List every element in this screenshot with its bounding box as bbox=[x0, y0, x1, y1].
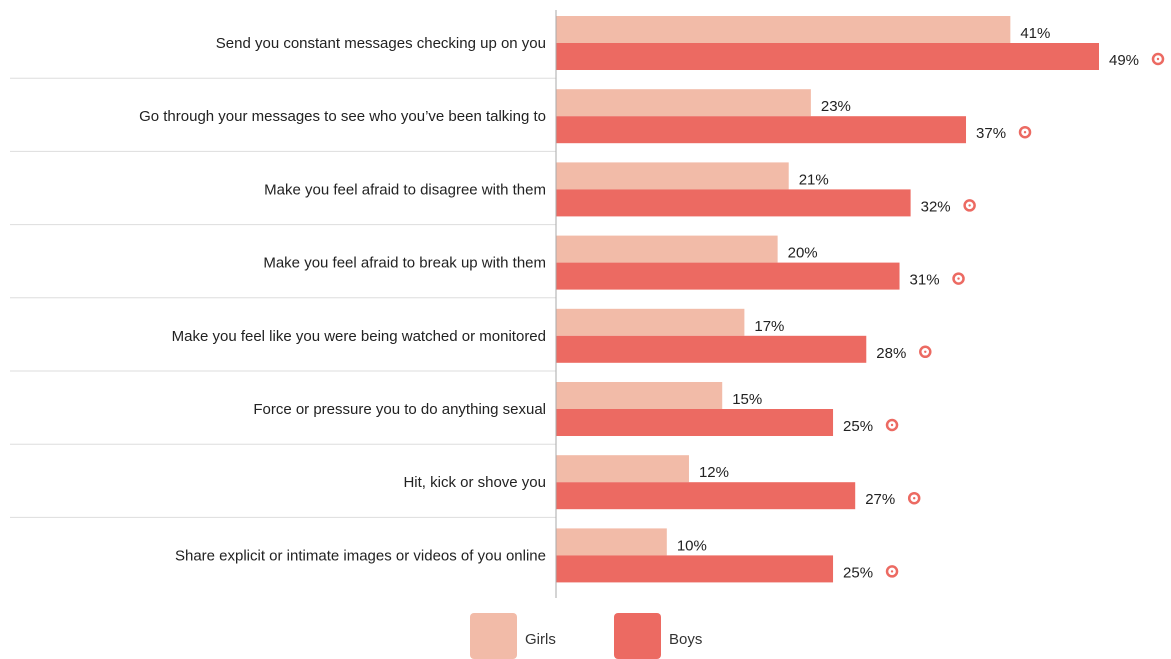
value-label-girls: 12% bbox=[699, 464, 729, 481]
legend-label: Boys bbox=[669, 631, 702, 648]
circle-marker-icon bbox=[907, 491, 921, 505]
bar-girls bbox=[556, 235, 778, 263]
value-label-girls: 10% bbox=[677, 537, 707, 554]
bar-boys bbox=[556, 335, 867, 363]
bar-boys bbox=[556, 262, 900, 290]
circle-marker-icon bbox=[885, 565, 899, 578]
chart-bars bbox=[556, 16, 1099, 583]
bar-boys bbox=[556, 116, 967, 144]
legend-label: Girls bbox=[525, 631, 556, 648]
legend-item: Girls bbox=[470, 613, 556, 659]
value-label-girls: 17% bbox=[754, 318, 784, 335]
category-labels: Send you constant messages checking up o… bbox=[139, 35, 546, 564]
circle-marker-icon bbox=[1151, 52, 1165, 66]
category-label: Go through your messages to see who you’… bbox=[139, 108, 546, 125]
value-label-girls: 21% bbox=[799, 171, 829, 188]
circle-marker-icon bbox=[885, 418, 899, 432]
legend-swatch bbox=[470, 613, 517, 659]
bar-girls bbox=[556, 455, 689, 483]
category-label: Send you constant messages checking up o… bbox=[216, 35, 546, 52]
value-label-boys: 25% bbox=[843, 564, 873, 581]
circle-marker-icon bbox=[919, 345, 932, 359]
bar-girls bbox=[556, 16, 1011, 43]
category-label: Make you feel afraid to disagree with th… bbox=[264, 181, 546, 198]
legend-item: Boys bbox=[614, 613, 702, 659]
value-label-boys: 31% bbox=[910, 272, 940, 289]
circle-marker-icon bbox=[952, 272, 965, 285]
bar-girls bbox=[556, 308, 745, 336]
bar-boys bbox=[556, 43, 1099, 70]
category-label: Hit, kick or shove you bbox=[403, 474, 546, 491]
value-label-girls: 20% bbox=[788, 245, 818, 262]
value-label-boys: 25% bbox=[843, 418, 873, 435]
bar-boys bbox=[556, 409, 834, 436]
legend: Girls Boys bbox=[470, 613, 702, 659]
category-label: Make you feel afraid to break up with th… bbox=[263, 255, 546, 272]
bar-boys bbox=[556, 189, 911, 217]
bar-girls bbox=[556, 162, 789, 190]
bar-girls bbox=[556, 382, 723, 409]
value-label-girls: 41% bbox=[1020, 25, 1050, 42]
category-label: Share explicit or intimate images or vid… bbox=[175, 547, 546, 564]
category-label: Force or pressure you to do anything sex… bbox=[253, 401, 546, 418]
bar-girls bbox=[556, 528, 667, 556]
value-labels: 41% 49% 23% 37% 21% 32% 20% 31% 17% 28% 15% 25% 12% 2… bbox=[677, 25, 1139, 581]
significance-markers bbox=[885, 52, 1165, 578]
value-label-girls: 15% bbox=[732, 391, 762, 408]
value-label-boys: 27% bbox=[865, 491, 895, 508]
bar-girls bbox=[556, 89, 811, 117]
value-label-girls: 23% bbox=[821, 98, 851, 115]
value-label-boys: 28% bbox=[876, 345, 906, 362]
circle-marker-icon bbox=[963, 199, 976, 212]
row-separators bbox=[10, 77, 556, 518]
legend-swatch bbox=[614, 613, 661, 659]
value-label-boys: 37% bbox=[976, 125, 1006, 142]
circle-marker-icon bbox=[1018, 125, 1032, 139]
bar-boys bbox=[556, 555, 834, 583]
bar-boys bbox=[556, 482, 856, 510]
category-label: Make you feel like you were being watche… bbox=[172, 328, 546, 345]
value-label-boys: 32% bbox=[921, 198, 951, 215]
value-label-boys: 49% bbox=[1109, 52, 1139, 69]
